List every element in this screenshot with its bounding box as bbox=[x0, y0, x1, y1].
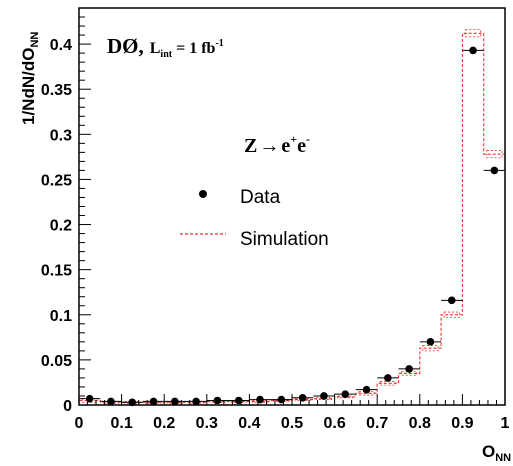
data-point bbox=[234, 396, 243, 405]
y-tick-label: 0.25 bbox=[41, 172, 72, 189]
x-tick-label: 0.9 bbox=[451, 415, 473, 432]
y-axis-ticks: 0 0.05 0.1 0.15 0.2 0.25 0.3 0.35 0.4 bbox=[41, 7, 91, 415]
x-tick-label: 0.8 bbox=[409, 415, 431, 432]
legend: Data Simulation bbox=[180, 187, 329, 250]
x-tick-label: 0 bbox=[75, 415, 84, 432]
x-tick-label: 0.1 bbox=[110, 415, 132, 432]
data-point bbox=[320, 392, 328, 400]
data-point bbox=[149, 397, 158, 406]
y-tick-label: 0 bbox=[63, 398, 72, 415]
y-tick-label: 0.35 bbox=[41, 82, 72, 99]
x-tick-label: 0.5 bbox=[281, 415, 303, 432]
data-point bbox=[171, 397, 179, 406]
simulation-error-box bbox=[464, 29, 482, 38]
x-tick-label: 1 bbox=[501, 415, 510, 432]
x-tick-label: 0.4 bbox=[238, 415, 260, 432]
data-point bbox=[447, 296, 456, 305]
data-point bbox=[277, 395, 286, 404]
data-point bbox=[85, 394, 94, 403]
y-tick-label: 0.05 bbox=[41, 353, 72, 370]
x-tick-label: 0.2 bbox=[153, 415, 175, 432]
simulation-error-box bbox=[358, 391, 375, 396]
legend-data-marker bbox=[199, 190, 207, 198]
y-axis-title: 1/NdN/dONN bbox=[19, 32, 41, 125]
data-point bbox=[490, 166, 499, 175]
data-point bbox=[405, 365, 413, 373]
data-point bbox=[192, 397, 200, 406]
x-tick-label: 0.7 bbox=[366, 415, 388, 432]
data-point bbox=[213, 396, 222, 405]
legend-simulation-label: Simulation bbox=[240, 229, 329, 250]
simulation-error-box bbox=[81, 398, 98, 403]
data-point bbox=[107, 397, 115, 406]
simulation-step-line bbox=[78, 32, 506, 405]
y-tick-label: 0.15 bbox=[41, 263, 72, 280]
legend-data-label: Data bbox=[240, 187, 281, 208]
simulation-error-box bbox=[379, 381, 396, 386]
simulation-error-box bbox=[486, 150, 503, 159]
x-axis-title: ONN bbox=[482, 442, 511, 464]
x-axis-ticks: 0 0.1 0.2 0.3 0.4 0.5 0.6 0.7 0.8 0.9 1 bbox=[75, 394, 510, 432]
data-point bbox=[341, 390, 350, 398]
data-point bbox=[384, 374, 392, 382]
simulation-error-box bbox=[401, 371, 418, 376]
data-point bbox=[426, 338, 435, 346]
simulation-error-box bbox=[422, 345, 439, 352]
data-point bbox=[256, 395, 264, 404]
simulation-error-box bbox=[443, 311, 460, 318]
y-tick-label: 0.3 bbox=[50, 127, 72, 144]
data-point bbox=[298, 393, 307, 402]
y-tick-label: 0.2 bbox=[50, 218, 72, 235]
data-point bbox=[469, 46, 477, 55]
x-tick-label: 0.6 bbox=[323, 415, 345, 432]
x-tick-label: 0.3 bbox=[196, 415, 218, 432]
y-tick-label: 0.4 bbox=[50, 37, 72, 54]
process-label: Z → e+e- bbox=[244, 132, 310, 157]
data-point bbox=[362, 385, 371, 394]
chart-title: DØ, Lint = 1 fb-1 bbox=[107, 34, 224, 60]
y-tick-label: 0.1 bbox=[50, 308, 72, 325]
